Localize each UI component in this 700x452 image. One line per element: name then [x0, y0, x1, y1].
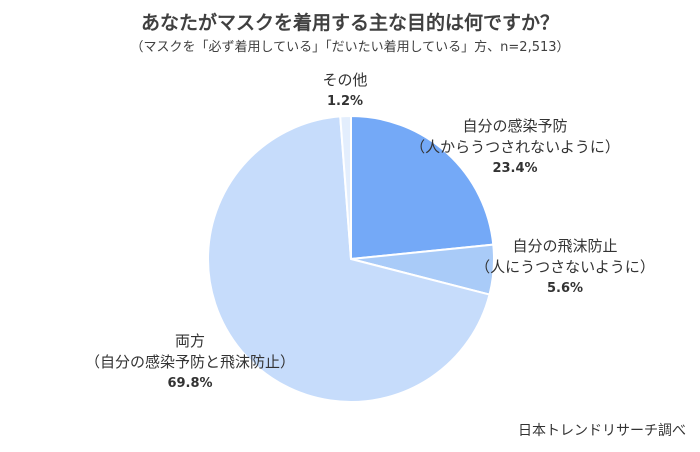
slice-label-other: その他 1.2%: [290, 70, 400, 112]
slice-label-infection-prevention: 自分の感染予防 （人からうつされないように） 23.4%: [395, 116, 635, 179]
slice-note: （人からうつされないように）: [410, 138, 620, 156]
chart-subtitle: （マスクを「必ず着用している」「だいたい着用している」方、n=2,513）: [130, 40, 570, 55]
source-credit: 日本トレンドリサーチ調べ: [518, 423, 686, 439]
slice-name: 自分の感染予防: [462, 117, 568, 135]
pie-slice-infection-prevention: [350, 114, 495, 261]
slice-percent: 1.2%: [326, 94, 364, 109]
slice-note: （人にうつさないように）: [475, 258, 655, 276]
slice-note: （自分の感染予防と飛沫防止）: [84, 353, 295, 371]
chart-title: あなたがマスクを着用する主な目的は何ですか？: [140, 12, 559, 34]
pie-slice-both: [207, 115, 491, 403]
slice-label-droplet-prevention: 自分の飛沫防止 （人にうつさないように） 5.6%: [465, 236, 665, 299]
pie-slice-other: [339, 114, 352, 260]
slice-name: 自分の飛沫防止: [512, 237, 618, 255]
slice-label-both: 両方 （自分の感染予防と飛沫防止） 69.8%: [55, 331, 325, 394]
slice-percent: 23.4%: [492, 161, 538, 176]
slice-name: 両方: [174, 332, 205, 350]
slice-percent: 69.8%: [167, 376, 213, 391]
slice-name: その他: [322, 71, 368, 89]
slice-percent: 5.6%: [546, 281, 584, 296]
